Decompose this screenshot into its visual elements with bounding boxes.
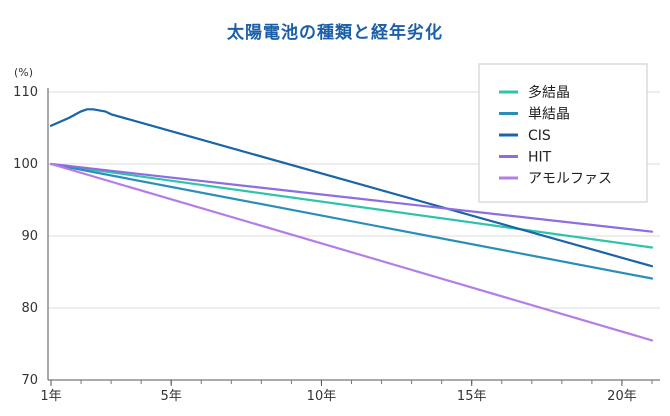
x-tick-label: 15年 [457, 389, 487, 404]
series-line-1 [49, 162, 654, 249]
series-lines [49, 108, 654, 342]
y-tick-label: 100 [13, 157, 38, 172]
y-tick-label: 110 [13, 85, 38, 100]
x-tick-label: 5年 [161, 389, 182, 404]
y-tick-label: 90 [21, 229, 38, 244]
x-tick-label: 20年 [607, 389, 637, 404]
legend-label-5: アモルファス [528, 171, 612, 187]
legend-box [478, 63, 648, 203]
legend-label-1: 多結晶 [528, 84, 570, 101]
legend-label-3: CIS [528, 128, 551, 144]
series-line-4 [49, 162, 654, 233]
y-tick-label: 70 [21, 373, 38, 388]
legend-label-4: HIT [528, 150, 552, 166]
chart-title: 太陽電池の種類と経年劣化 [227, 23, 443, 43]
axes: 70 80 90 100 110 (%) 1年 5年 10年 15年 20年 [13, 66, 653, 404]
y-unit-label: (%) [14, 66, 33, 79]
x-tick-label: 10年 [307, 389, 337, 404]
y-tick-label: 80 [21, 301, 38, 316]
series-line-5 [49, 162, 654, 342]
legend-label-2: 単結晶 [528, 107, 570, 123]
series-line-2 [49, 162, 654, 280]
series-line-3 [49, 108, 654, 268]
x-tick-label: 1年 [40, 389, 61, 404]
